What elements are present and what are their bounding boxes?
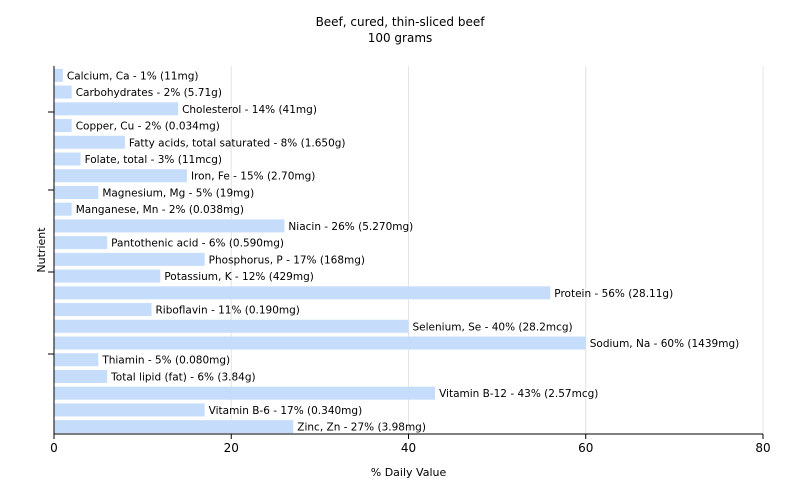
bar — [54, 269, 161, 283]
bar-label: Manganese, Mn - 2% (0.038mg) — [76, 204, 244, 216]
bar-label: Copper, Cu - 2% (0.034mg) — [76, 121, 220, 133]
bar-label: Phosphorus, P - 17% (168mg) — [209, 254, 365, 266]
bar — [54, 119, 72, 133]
bar — [54, 185, 99, 199]
bar-label: Potassium, K - 12% (429mg) — [164, 271, 314, 283]
bar-label: Cholesterol - 14% (41mg) — [182, 104, 317, 116]
grid-lines — [230, 66, 764, 434]
bar-label: Vitamin B-12 - 43% (2.57mcg) — [439, 388, 598, 400]
x-tick-label: 40 — [401, 441, 416, 455]
bar-label: Folate, total - 3% (11mcg) — [85, 154, 222, 166]
bar — [54, 102, 179, 116]
bar-label: Magnesium, Mg - 5% (19mg) — [102, 187, 254, 199]
bar — [54, 202, 72, 216]
bar-label: Fatty acids, total saturated - 8% (1.650… — [129, 137, 346, 149]
bar-label: Pantothenic acid - 6% (0.590mg) — [111, 238, 284, 250]
bar-labels: Calcium, Ca - 1% (11mg) Carbohydrates - 2… — [67, 70, 739, 433]
bar — [54, 85, 72, 99]
bar-label: Total lipid (fat) - 6% (3.84g) — [110, 371, 255, 383]
bar-label: Iron, Fe - 15% (2.70mg) — [191, 171, 315, 183]
bar-label: Zinc, Zn - 27% (3.98mg) — [297, 422, 426, 434]
bar-label: Calcium, Ca - 1% (11mg) — [67, 70, 199, 82]
x-axis-title: % Daily Value — [371, 466, 447, 479]
bar-label: Protein - 56% (28.11g) — [554, 288, 673, 300]
bar-label: Vitamin B-6 - 17% (0.340mg) — [209, 405, 363, 417]
bar — [54, 236, 108, 250]
bar-label: Thiamin - 5% (0.080mg) — [101, 355, 230, 367]
x-tick-label: 0 — [50, 441, 58, 455]
chart-subtitle: 100 grams — [367, 31, 433, 45]
bar — [54, 319, 409, 333]
bar — [54, 353, 99, 367]
bar-label: Sodium, Na - 60% (1439mg) — [590, 338, 739, 350]
bar — [54, 152, 81, 166]
bar-label: Carbohydrates - 2% (5.71g) — [76, 87, 222, 99]
bar — [54, 68, 63, 82]
axes: 0 20 40 60 80 — [48, 66, 771, 455]
chart-title-block: Beef, cured, thin-sliced beef 100 grams — [0, 14, 800, 46]
bar — [54, 219, 285, 233]
bar — [54, 403, 205, 417]
x-tick-label: 20 — [224, 441, 239, 455]
bars — [54, 68, 586, 434]
bar — [54, 336, 586, 350]
bar-label: Riboflavin - 11% (0.190mg) — [155, 305, 299, 317]
x-tick-label: 60 — [578, 441, 593, 455]
bar — [54, 286, 551, 300]
bar — [54, 303, 152, 317]
bar — [54, 169, 187, 183]
bar — [54, 252, 205, 266]
bar — [54, 135, 125, 149]
chart-title: Beef, cured, thin-sliced beef — [315, 15, 485, 29]
x-tick-label: 80 — [755, 441, 770, 455]
bar — [54, 369, 108, 383]
bar — [54, 420, 294, 434]
y-axis-title: Nutrient — [35, 227, 48, 273]
bar-label: Selenium, Se - 40% (28.2mcg) — [413, 321, 573, 333]
bar — [54, 386, 436, 400]
bar-label: Niacin - 26% (5.270mg) — [288, 221, 413, 233]
